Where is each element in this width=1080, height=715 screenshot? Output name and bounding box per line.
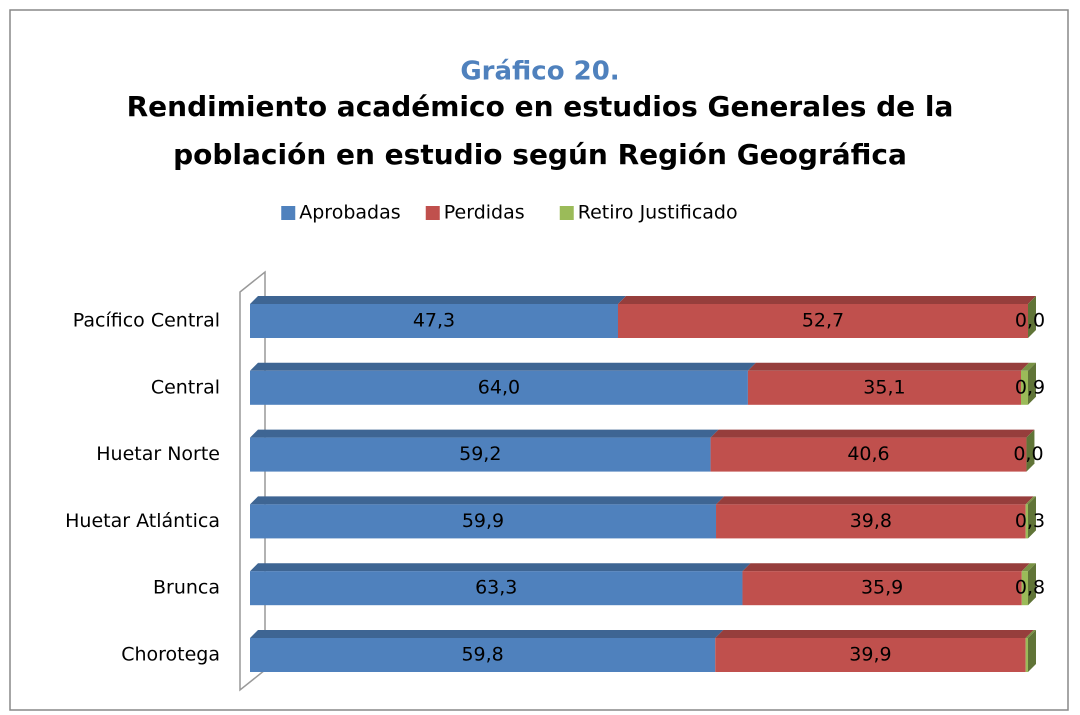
data-label: 47,3 (413, 310, 455, 332)
legend-swatch (281, 206, 296, 220)
y-tick-label: Pacífico Central (73, 310, 220, 332)
bar-top (716, 496, 1034, 505)
bar-top (250, 630, 724, 638)
y-tick-label: Huetar Atlántica (65, 510, 220, 532)
bar-side (1028, 630, 1036, 672)
bar (617, 304, 1028, 338)
bar-top (250, 429, 719, 438)
y-tick-label: Central (151, 376, 220, 398)
data-label: 0,3 (1015, 510, 1045, 532)
bar (1020, 370, 1028, 405)
bar-top (617, 296, 1036, 304)
bar-side (1028, 296, 1036, 338)
bar (747, 370, 1021, 405)
bar-side (1028, 563, 1036, 606)
bar (1021, 571, 1028, 606)
y-tick-label: Brunca (153, 577, 220, 599)
legend-swatch (425, 206, 440, 220)
bar (715, 638, 1026, 672)
y-tick-label: Huetar Norte (96, 443, 220, 465)
legend-label: Aprobadas (299, 202, 400, 224)
bar (250, 504, 717, 539)
bar-top (250, 496, 725, 505)
bar (250, 370, 748, 405)
bar (250, 638, 716, 672)
data-label: 59,2 (459, 443, 501, 465)
data-label: 40,6 (847, 443, 889, 465)
data-label: 63,3 (475, 577, 517, 599)
bar (742, 571, 1022, 606)
bar-top (1020, 362, 1036, 371)
data-label: 59,9 (462, 510, 504, 532)
bar-top (710, 429, 1035, 438)
chart-title: población en estudio según Región Geográ… (173, 138, 907, 171)
bar (250, 571, 743, 606)
bar-top (715, 630, 1034, 638)
bar-top (747, 362, 1029, 371)
bar-side (1028, 362, 1036, 405)
data-label: 0,0 (1013, 443, 1043, 465)
bar-top (1021, 563, 1036, 572)
data-label: 39,9 (849, 644, 891, 666)
bar (250, 304, 618, 338)
bar-top (742, 563, 1030, 572)
bar-top (250, 296, 626, 304)
y-tick-label: Chorotega (121, 644, 220, 666)
data-label: 59,8 (461, 644, 503, 666)
data-label: 0,8 (1015, 577, 1045, 599)
chart-title: Rendimiento académico en estudios Genera… (127, 90, 954, 123)
bar (716, 504, 1026, 539)
chart-supertitle: Gráfico 20. (460, 57, 619, 87)
data-label: 35,1 (863, 376, 905, 398)
bar (710, 437, 1027, 472)
data-label: 52,7 (802, 310, 844, 332)
bar (1025, 504, 1028, 539)
bar-top (250, 362, 756, 371)
data-label: 39,8 (850, 510, 892, 532)
bar-top (1025, 630, 1036, 638)
legend-label: Retiro Justificado (578, 202, 738, 224)
data-label: 35,9 (861, 577, 903, 599)
data-label: 0,9 (1015, 376, 1045, 398)
bar-side (1026, 429, 1035, 472)
bar-side (1028, 496, 1036, 539)
data-label: 64,0 (478, 376, 520, 398)
legend-label: Perdidas (444, 202, 525, 224)
bar-top (1025, 496, 1036, 505)
bar (250, 437, 711, 472)
legend-swatch (559, 206, 574, 220)
data-label: 0,0 (1015, 310, 1045, 332)
bar-top (250, 563, 751, 572)
bar (1025, 638, 1028, 672)
